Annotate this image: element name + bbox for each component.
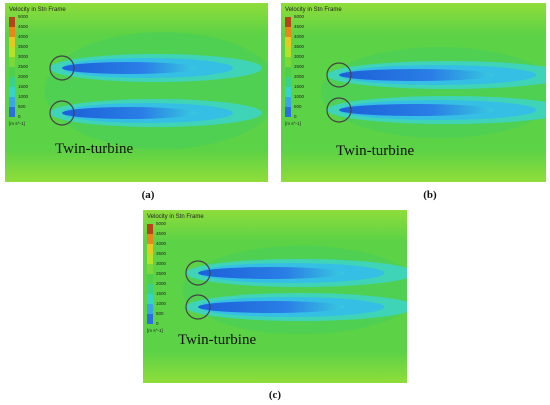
legend-tick: 5000 bbox=[156, 221, 167, 226]
legend-tick: 1000 bbox=[18, 94, 29, 99]
legend-tick: 4000 bbox=[156, 241, 167, 246]
flow-field bbox=[143, 210, 407, 383]
turbine-label: Twin-turbine bbox=[336, 143, 414, 159]
colorbar-segment bbox=[285, 37, 291, 47]
legend-tick: 4500 bbox=[18, 24, 29, 29]
colorbar-segment bbox=[9, 57, 15, 67]
legend-tick: 3000 bbox=[156, 261, 167, 266]
legend-tick: 4000 bbox=[18, 34, 29, 39]
legend-tick: 500 bbox=[294, 104, 302, 109]
caption: (c) bbox=[269, 389, 282, 401]
turbine-circle bbox=[326, 97, 352, 123]
colorbar-segment bbox=[285, 77, 291, 87]
legend-unit: [m s^-1] bbox=[285, 121, 301, 126]
turbine-circle bbox=[185, 260, 211, 286]
legend-tick: 2500 bbox=[294, 64, 305, 69]
legend-tick: 2000 bbox=[156, 281, 167, 286]
colorbar-segment bbox=[147, 244, 153, 254]
caption: (a) bbox=[142, 189, 155, 201]
flow-field bbox=[281, 3, 546, 182]
colorbar-segment bbox=[147, 274, 153, 284]
colorbar-segment bbox=[147, 314, 153, 324]
colorbar-segment bbox=[9, 17, 15, 27]
jet-core bbox=[198, 301, 345, 313]
legend-tick: 500 bbox=[156, 311, 164, 316]
legend-unit: [m s^-1] bbox=[9, 121, 25, 126]
legend-tick: 2000 bbox=[18, 74, 29, 79]
legend-tick: 3000 bbox=[294, 54, 305, 59]
legend-tick: 4000 bbox=[294, 34, 305, 39]
colorbar-segment bbox=[9, 97, 15, 107]
colorbar-segment bbox=[9, 27, 15, 37]
turbine-circle bbox=[49, 100, 75, 126]
legend-tick: 2500 bbox=[156, 271, 167, 276]
jet-core bbox=[339, 69, 494, 81]
legend-tick: 3500 bbox=[18, 44, 29, 49]
legend-unit: [m s^-1] bbox=[147, 328, 163, 333]
legend-tick: 1000 bbox=[294, 94, 305, 99]
legend-tick: 0 bbox=[156, 321, 159, 326]
legend-tick: 1000 bbox=[156, 301, 167, 306]
jet-core bbox=[62, 62, 197, 74]
colorbar-segment bbox=[285, 17, 291, 27]
colorbar-segment bbox=[147, 264, 153, 274]
wake-zone bbox=[44, 32, 268, 149]
turbine-label: Twin-turbine bbox=[178, 332, 256, 348]
jet-core bbox=[198, 267, 345, 279]
legend-tick: 3500 bbox=[156, 251, 167, 256]
colorbar-segment bbox=[285, 27, 291, 37]
turbine-label: Twin-turbine bbox=[55, 141, 133, 157]
colorbar-segment bbox=[9, 107, 15, 117]
turbine-circle bbox=[185, 294, 211, 320]
jet-core bbox=[62, 107, 197, 119]
colorbar-segment bbox=[9, 47, 15, 57]
legend-tick: 3500 bbox=[294, 44, 305, 49]
colorbar-segment bbox=[147, 294, 153, 304]
wake-zone bbox=[320, 47, 546, 138]
panel: Velocity in Stn Frame5000450040003500300… bbox=[143, 210, 407, 383]
flow-field bbox=[5, 3, 268, 182]
colorbar-segment bbox=[285, 87, 291, 97]
legend-tick: 2500 bbox=[18, 64, 29, 69]
panel: Velocity in Stn Frame5000450040003500300… bbox=[281, 3, 546, 182]
legend-tick: 1500 bbox=[18, 84, 29, 89]
legend-title: Velocity in Stn Frame bbox=[9, 7, 66, 13]
colorbar-segment bbox=[147, 284, 153, 294]
colorbar-segment bbox=[147, 234, 153, 244]
colorbar-segment bbox=[9, 37, 15, 47]
legend-tick: 0 bbox=[18, 114, 21, 119]
turbine-circle bbox=[49, 55, 75, 81]
colorbar-segment bbox=[147, 304, 153, 314]
legend-title: Velocity in Stn Frame bbox=[285, 7, 342, 13]
legend-tick: 5000 bbox=[294, 14, 305, 19]
legend-tick: 4500 bbox=[156, 231, 167, 236]
legend-tick: 0 bbox=[294, 114, 297, 119]
panel: Velocity in Stn Frame5000450040003500300… bbox=[5, 3, 268, 182]
colorbar-segment bbox=[285, 67, 291, 77]
legend-tick: 1500 bbox=[294, 84, 305, 89]
legend: Velocity in Stn Frame5000450040003500300… bbox=[147, 214, 204, 333]
legend-title: Velocity in Stn Frame bbox=[147, 214, 204, 220]
legend-tick: 3000 bbox=[18, 54, 29, 59]
legend-tick: 1500 bbox=[156, 291, 167, 296]
colorbar-segment bbox=[9, 77, 15, 87]
legend-tick: 2000 bbox=[294, 74, 305, 79]
legend-tick: 500 bbox=[18, 104, 26, 109]
legend: Velocity in Stn Frame5000450040003500300… bbox=[285, 7, 342, 126]
colorbar-segment bbox=[147, 224, 153, 234]
caption: (b) bbox=[423, 189, 437, 201]
legend-tick: 5000 bbox=[18, 14, 29, 19]
legend: Velocity in Stn Frame5000450040003500300… bbox=[9, 7, 66, 126]
colorbar-segment bbox=[9, 87, 15, 97]
colorbar-segment bbox=[285, 107, 291, 117]
colorbar-segment bbox=[285, 97, 291, 107]
colorbar-segment bbox=[9, 67, 15, 77]
colorbar-segment bbox=[285, 57, 291, 67]
legend-tick: 4500 bbox=[294, 24, 305, 29]
colorbar-segment bbox=[285, 47, 291, 57]
turbine-circle bbox=[326, 62, 352, 88]
colorbar-segment bbox=[147, 254, 153, 264]
jet-core bbox=[339, 104, 494, 116]
